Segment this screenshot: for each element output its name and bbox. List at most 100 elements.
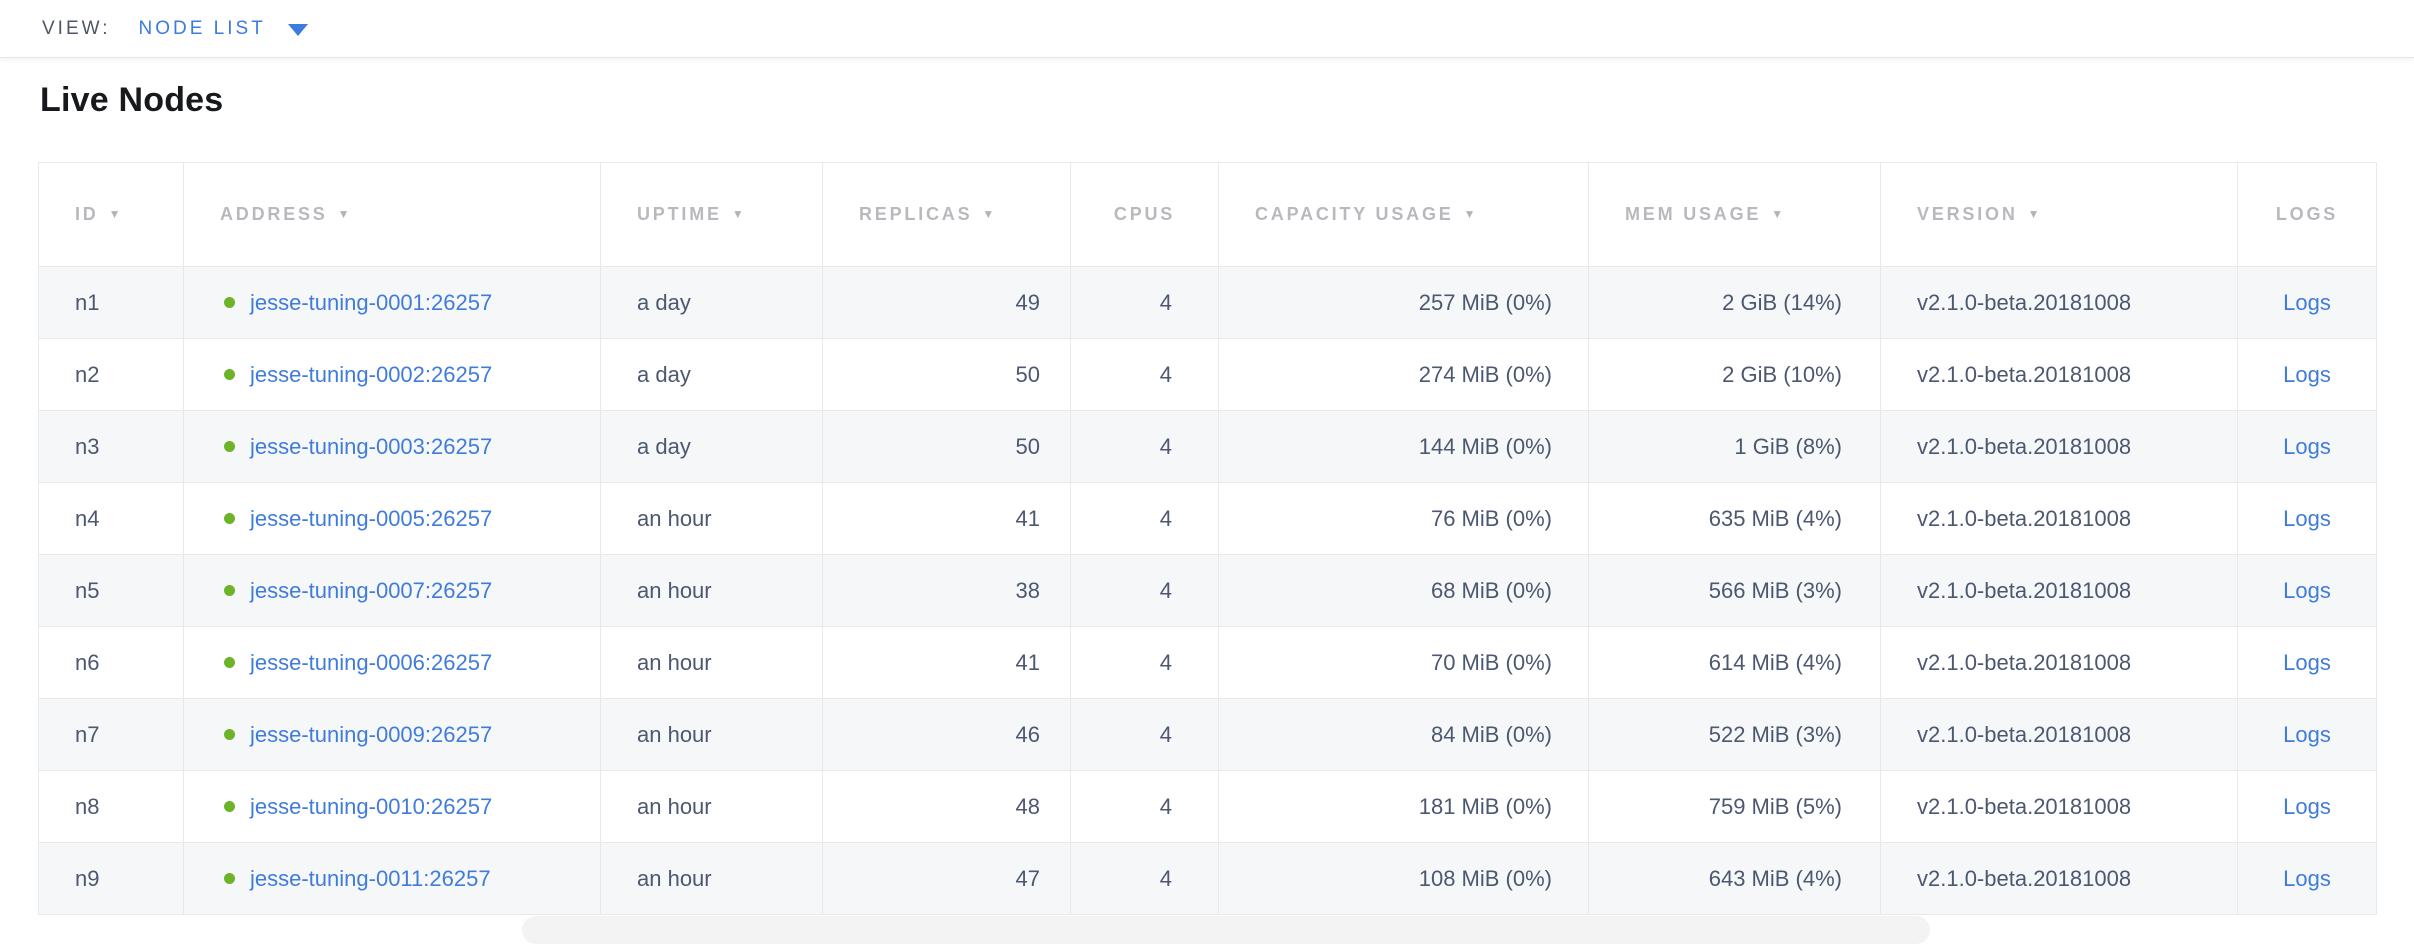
column-header-label: ADDRESS [220,204,328,224]
cell-uptime: an hour [600,554,823,627]
live-nodes-table-container: ID ▼ ADDRESS ▼ UPTIME ▼ REPLICAS ▼ CPUS CAPACITY … [38,162,2414,915]
cell-logs: Logs [2237,266,2377,339]
cell-replicas: 46 [822,698,1071,771]
node-logs-link[interactable]: Logs [2283,721,2331,747]
cell-cpus: 4 [1070,410,1219,483]
node-address-link[interactable]: jesse-tuning-0002:26257 [250,361,493,387]
cell-mem: 759 MiB (5%) [1588,770,1881,843]
cell-mem: 1 GiB (8%) [1588,410,1881,483]
cell-uptime: an hour [600,698,823,771]
cell-capacity: 257 MiB (0%) [1218,266,1589,339]
cell-id: n7 [38,698,184,771]
column-header-label: LOGS [2275,204,2339,224]
cell-id: n9 [38,842,184,915]
node-logs-link[interactable]: Logs [2283,505,2331,531]
cell-replicas: 49 [822,266,1071,339]
node-address-link[interactable]: jesse-tuning-0001:26257 [250,289,493,315]
node-logs-link[interactable]: Logs [2283,577,2331,603]
cell-id: n5 [38,554,184,627]
column-header-mem[interactable]: MEM USAGE ▼ [1588,162,1881,267]
cell-uptime: a day [600,338,823,411]
cell-uptime: a day [600,266,823,339]
cell-replicas: 50 [822,338,1071,411]
column-header-uptime[interactable]: UPTIME ▼ [600,162,823,267]
live-nodes-section: Live Nodes ID ▼ ADDRESS ▼ UPTIME ▼ REPLICAS ▼ CP… [0,79,2414,915]
cell-id: n1 [38,266,184,339]
node-row-n9: n9 jesse-tuning-0011:26257 an hour 47 4 108 M… [38,842,2377,915]
live-nodes-table: ID ▼ ADDRESS ▼ UPTIME ▼ REPLICAS ▼ CPUS CAPACITY … [38,162,2377,915]
cell-id: n2 [38,338,184,411]
cell-mem: 614 MiB (4%) [1588,626,1881,699]
node-row-n1: n1 jesse-tuning-0001:26257 a day 49 4 257 MiB… [38,266,2377,339]
column-header-capacity[interactable]: CAPACITY USAGE ▼ [1218,162,1589,267]
table-header-row: ID ▼ ADDRESS ▼ UPTIME ▼ REPLICAS ▼ CPUS CAPACITY … [38,162,2377,267]
node-live-status-icon [224,296,235,308]
cell-version: v2.1.0-beta.20181008 [1880,554,2238,627]
cell-address: jesse-tuning-0010:26257 [183,770,601,843]
cell-capacity: 274 MiB (0%) [1218,338,1589,411]
cell-cpus: 4 [1070,626,1219,699]
cell-logs: Logs [2237,842,2377,915]
cell-capacity: 144 MiB (0%) [1218,410,1589,483]
cell-logs: Logs [2237,410,2377,483]
node-address-link[interactable]: jesse-tuning-0009:26257 [250,721,493,747]
cell-cpus: 4 [1070,698,1219,771]
cell-mem: 2 GiB (10%) [1588,338,1881,411]
cell-replicas: 47 [822,842,1071,915]
node-address-link[interactable]: jesse-tuning-0010:26257 [250,793,493,819]
node-logs-link[interactable]: Logs [2283,649,2331,675]
node-address-link[interactable]: jesse-tuning-0005:26257 [250,505,493,531]
node-logs-link[interactable]: Logs [2283,865,2331,891]
column-header-replicas[interactable]: REPLICAS ▼ [822,162,1071,267]
node-logs-link[interactable]: Logs [2283,361,2331,387]
view-selector-dropdown[interactable]: NODE LIST [139,18,308,40]
node-address-link[interactable]: jesse-tuning-0003:26257 [250,433,493,459]
cell-address: jesse-tuning-0005:26257 [183,482,601,555]
node-logs-link[interactable]: Logs [2283,433,2331,459]
node-address-link[interactable]: jesse-tuning-0011:26257 [250,865,491,891]
node-live-status-icon [224,872,235,884]
chevron-down-icon [287,24,308,36]
cell-logs: Logs [2237,770,2377,843]
cell-cpus: 4 [1070,266,1219,339]
sort-desc-icon: ▼ [731,207,744,221]
cell-cpus: 4 [1070,842,1219,915]
cell-version: v2.1.0-beta.20181008 [1880,770,2238,843]
horizontal-scrollbar[interactable] [522,916,1930,944]
cell-version: v2.1.0-beta.20181008 [1880,410,2238,483]
node-logs-link[interactable]: Logs [2283,793,2331,819]
cell-logs: Logs [2237,626,2377,699]
node-live-status-icon [224,584,235,596]
cell-cpus: 4 [1070,338,1219,411]
cell-cpus: 4 [1070,482,1219,555]
column-header-label: CPUS [1113,204,1176,224]
column-header-address[interactable]: ADDRESS ▼ [183,162,601,267]
cell-id: n4 [38,482,184,555]
cell-uptime: an hour [600,482,823,555]
cell-version: v2.1.0-beta.20181008 [1880,842,2238,915]
node-live-status-icon [224,728,235,740]
node-live-status-icon [224,800,235,812]
cell-capacity: 76 MiB (0%) [1218,482,1589,555]
node-live-status-icon [224,656,235,668]
cell-version: v2.1.0-beta.20181008 [1880,338,2238,411]
node-logs-link[interactable]: Logs [2283,289,2331,315]
cell-uptime: a day [600,410,823,483]
cell-mem: 635 MiB (4%) [1588,482,1881,555]
page-title: Live Nodes [40,81,224,119]
cell-address: jesse-tuning-0002:26257 [183,338,601,411]
sort-desc-icon: ▼ [2027,207,2040,221]
cell-address: jesse-tuning-0009:26257 [183,698,601,771]
cell-version: v2.1.0-beta.20181008 [1880,482,2238,555]
cell-uptime: an hour [600,842,823,915]
node-address-link[interactable]: jesse-tuning-0007:26257 [250,577,493,603]
cell-mem: 643 MiB (4%) [1588,842,1881,915]
sort-desc-icon: ▼ [108,207,121,221]
node-row-n4: n4 jesse-tuning-0005:26257 an hour 41 4 76 Mi… [38,482,2377,555]
column-header-version[interactable]: VERSION ▼ [1880,162,2238,267]
column-header-id[interactable]: ID ▼ [38,162,184,267]
cell-address: jesse-tuning-0003:26257 [183,410,601,483]
cell-logs: Logs [2237,554,2377,627]
node-address-link[interactable]: jesse-tuning-0006:26257 [250,649,493,675]
cell-replicas: 41 [822,482,1071,555]
